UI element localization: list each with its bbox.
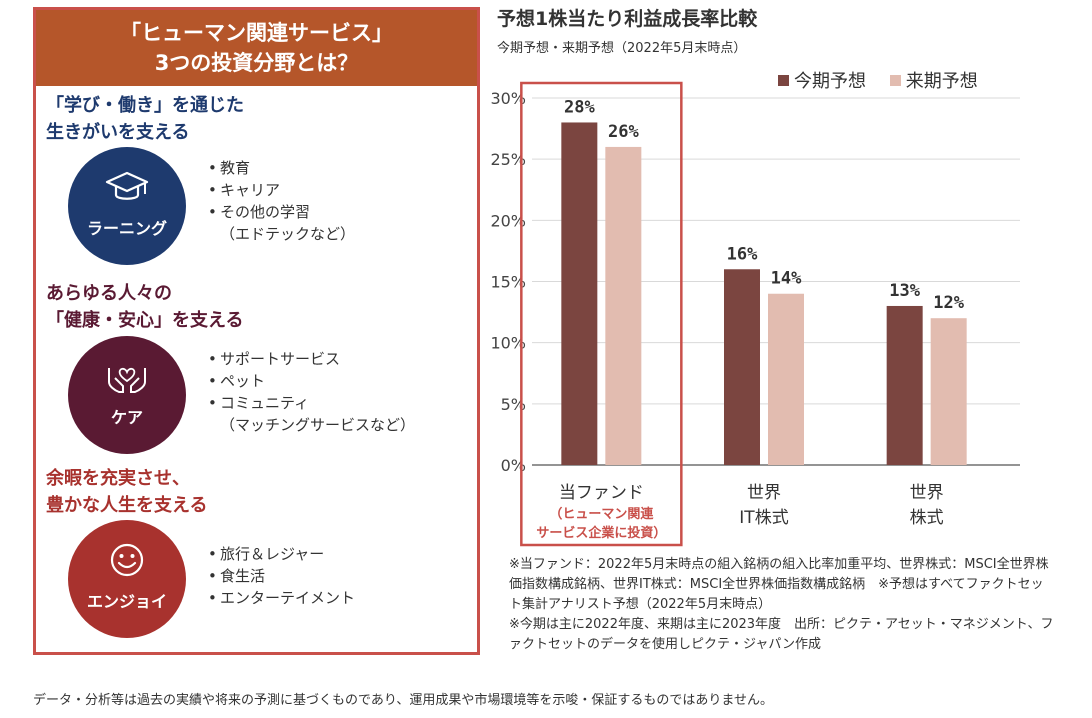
x-tick-label: 世界 — [910, 483, 944, 503]
list-item: • サポートサービス — [208, 350, 341, 368]
panel-header: 「ヒューマン関連サービス」 3つの投資分野とは？ — [36, 10, 477, 86]
chart-title: 予想1株当たり利益成長率比較 — [497, 8, 758, 30]
list-item: • 食生活 — [208, 567, 266, 585]
highlight-box — [520, 81, 683, 547]
list-item: • 旅行＆レジャー — [208, 545, 325, 563]
care-heading-line2: 「健康・安心」を支える — [46, 310, 244, 331]
data-label: 12% — [933, 293, 964, 313]
y-tick-label: 15% — [490, 273, 526, 292]
learning-heading-line2: 生きがいを支える — [46, 122, 190, 143]
y-tick-label: 10% — [490, 334, 526, 353]
panel-header-line2: 3つの投資分野とは？ — [154, 51, 359, 75]
learning-label: ラーニング — [86, 219, 167, 238]
enjoy-heading-line2: 豊かな人生を支える — [46, 495, 208, 516]
learning-heading: 「学び・働き」を通じた 生きがいを支える — [46, 92, 244, 146]
y-tick-label: 20% — [490, 211, 526, 230]
care-heading: あらゆる人々の 「健康・安心」を支える — [46, 280, 243, 334]
care-circle: ケア — [68, 336, 186, 454]
legend-swatch-current — [778, 75, 789, 86]
x-tick-note: サービス企業に投資） — [536, 525, 666, 541]
care-label: ケア — [110, 408, 143, 427]
care-heading-line1: あらゆる人々の — [46, 283, 172, 304]
list-item: • その他の学習 — [208, 203, 311, 221]
y-tick-label: 0% — [501, 456, 526, 475]
data-label: 13% — [889, 281, 920, 301]
data-label: 26% — [608, 122, 639, 142]
bar-current-0 — [561, 122, 598, 465]
chart-note-2: ※今期は主に2022年度、来期は主に2023年度 出所：ピクテ・アセット・マネジ… — [509, 617, 1054, 652]
enjoy-heading-line1: 余暇を充実させ、 — [46, 468, 190, 489]
legend-item-current: 今期予想 — [778, 67, 866, 93]
chart-legend: 今期予想 来期予想 — [778, 67, 996, 93]
x-tick-label: 世界 — [747, 483, 781, 503]
learning-circle: ラーニング — [68, 147, 186, 265]
chart-note-1: ※当ファンド：2022年5月末時点の組入銘柄の組入比率加重平均、世界株式：MSC… — [509, 557, 1049, 612]
enjoy-items: • 旅行＆レジャー • 食生活 • エンターテイメント — [208, 543, 355, 609]
investment-areas-panel: 「ヒューマン関連サービス」 3つの投資分野とは？ 「学び・働き」を通じた 生きが… — [33, 7, 480, 655]
bar-current-2 — [886, 305, 923, 465]
enjoy-circle: エンジョイ — [68, 520, 186, 638]
list-item: • ペット — [208, 372, 266, 390]
legend-item-next: 来期予想 — [889, 67, 978, 93]
list-item-note: （エドテックなど） — [220, 225, 356, 243]
x-tick-label: IT株式 — [739, 508, 788, 528]
graduation-cap-icon — [105, 171, 149, 200]
bar-current-1 — [724, 269, 760, 465]
bar-next-2 — [930, 318, 967, 465]
list-item: • 教育 — [208, 159, 251, 177]
legend-label-current: 今期予想 — [794, 71, 866, 92]
list-item: • エンターテイメント — [208, 589, 356, 607]
panel-header-line1: 「ヒューマン関連サービス」 — [120, 21, 393, 45]
list-item: • コミュニティ — [208, 394, 310, 412]
care-items: • サポートサービス • ペット • コミュニティ （マッチングサービスなど） — [208, 348, 415, 436]
enjoy-heading: 余暇を充実させ、 豊かな人生を支える — [46, 465, 207, 519]
list-item: • キャリア — [208, 181, 281, 199]
bar-chart: 0% 5% 10% 15% 20% 25% 30% 28% 26% 当ファンド （ヒューマン関連サー… — [490, 81, 1020, 547]
legend-swatch-next — [889, 75, 901, 86]
x-tick-label: 株式 — [910, 508, 944, 528]
x-tick-label: 当ファンド — [559, 483, 644, 503]
y-tick-label: 25% — [490, 150, 526, 169]
y-tick-label: 30% — [490, 89, 526, 108]
bar-next-1 — [768, 293, 804, 465]
chart-notes: ※当ファンド：2022年5月末時点の組入銘柄の組入比率加重平均、世界株式：MSC… — [509, 555, 1054, 655]
enjoy-label: エンジョイ — [86, 592, 167, 611]
data-label: 16% — [727, 244, 758, 264]
learning-heading-line1: 「学び・働き」を通じた — [46, 95, 244, 116]
chart-subtitle: 今期予想・来期予想（2022年5月末時点） — [497, 41, 747, 56]
disclaimer: データ・分析等は過去の実績や将来の予測に基づくものであり、運用成果や市場環境等を… — [33, 693, 773, 708]
y-tick-label: 5% — [501, 395, 526, 414]
x-tick-note: （ヒューマン関連 — [549, 506, 654, 522]
data-label: 14% — [771, 269, 802, 289]
hands-heart-icon — [108, 367, 146, 393]
data-label: 28% — [564, 97, 595, 117]
list-item-note: （マッチングサービスなど） — [220, 416, 416, 434]
learning-items: • 教育 • キャリア • その他の学習 （エドテックなど） — [208, 157, 355, 245]
smiley-face-icon — [110, 543, 144, 577]
legend-label-next: 来期予想 — [905, 71, 978, 92]
bar-next-0 — [605, 146, 642, 465]
